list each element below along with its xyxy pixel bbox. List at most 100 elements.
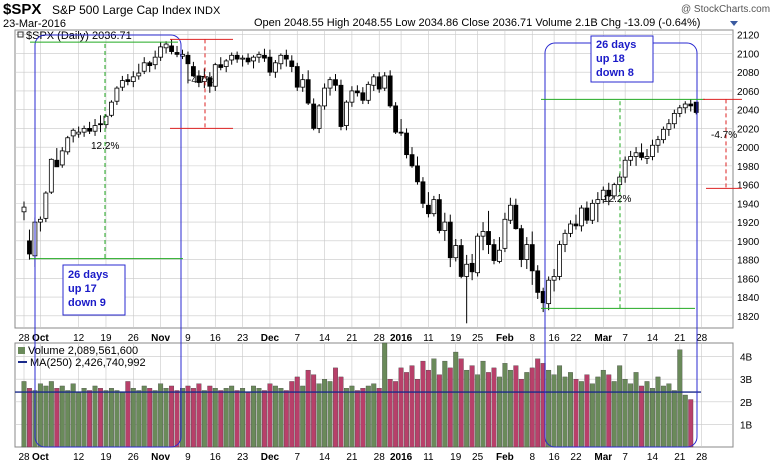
x-tick-label: 11 <box>423 333 434 344</box>
volume-bar-down <box>458 358 464 448</box>
price-tick-label: 2080 <box>737 68 760 79</box>
volume-bar-down <box>393 381 399 448</box>
candle-down <box>185 54 191 65</box>
right-info-box <box>590 35 654 83</box>
volume-bar-up <box>562 376 568 448</box>
price-tick-label: 1820 <box>737 312 760 323</box>
candle-down <box>311 103 317 129</box>
right-drop-label: -4.7% <box>711 130 737 141</box>
volume-bar-up <box>666 383 672 448</box>
volume-bar-down <box>529 367 535 448</box>
security-name: S&P 500 Large Cap Index <box>52 3 191 17</box>
volume-bar-up <box>103 390 109 448</box>
candle-down <box>87 127 92 132</box>
candle-up <box>622 159 628 178</box>
volume-bar-down <box>398 367 404 448</box>
price-tick-label: 2000 <box>737 143 760 154</box>
volume-bar-down <box>185 385 191 448</box>
volume-tick-label: 4B <box>740 353 753 364</box>
x-tick-label: 22 <box>570 333 582 344</box>
right-gain-label: 12.2% <box>603 194 631 205</box>
volume-bar-up <box>316 383 322 448</box>
volume-bar-up <box>660 385 666 448</box>
volume-bar-down <box>294 376 300 448</box>
volume-bar-up <box>611 381 617 448</box>
volume-bar-down <box>207 385 213 448</box>
x-tick-label-volume: 8 <box>529 452 535 463</box>
candle-down <box>584 207 590 221</box>
volume-bar-down <box>535 358 541 448</box>
price-tick-label: 2040 <box>737 106 760 117</box>
x-tick-label-volume: 23 <box>237 452 249 463</box>
quote-line: Open 2048.55 High 2048.55 Low 2034.86 Cl… <box>254 17 700 29</box>
candle-up <box>382 75 388 89</box>
price-tick-label: 1880 <box>737 256 760 267</box>
candle-up <box>212 64 218 87</box>
x-tick-label-volume: 12 <box>73 452 85 463</box>
volume-bar-down <box>376 388 382 448</box>
volume-bar-up <box>201 390 207 448</box>
left-drop-label: -4.7% <box>188 75 214 86</box>
volume-bar-up <box>628 383 634 448</box>
volume-bar-down <box>289 381 295 448</box>
x-tick-label: 28 <box>18 333 30 344</box>
volume-bar-up <box>617 365 623 448</box>
x-tick-label-volume: 22 <box>570 452 582 463</box>
volume-bar-down <box>218 390 224 448</box>
volume-bar-down <box>27 388 32 448</box>
candle-up <box>589 202 595 221</box>
left-gain-label: 12.2% <box>91 141 119 152</box>
price-tick-label: 1940 <box>737 199 760 210</box>
candle-up <box>81 127 87 133</box>
candle-up <box>497 249 502 262</box>
x-tick-label: 26 <box>128 333 140 344</box>
x-tick-label-volume: Feb <box>496 452 514 463</box>
candles <box>21 39 699 324</box>
candle-down <box>491 244 497 261</box>
volume-axis: 1B 2B 3B 4B <box>740 353 753 432</box>
volume-bar-down <box>190 388 196 448</box>
candle-up <box>119 80 125 88</box>
candle-up <box>136 72 142 77</box>
x-tick-label: 14 <box>647 333 659 344</box>
volume-bar-up <box>119 392 125 448</box>
x-tick-label: 28 <box>696 333 708 344</box>
candle-up <box>322 87 327 107</box>
volume-bar-up <box>600 369 606 448</box>
volume-bar-up <box>524 372 530 448</box>
volume-tick-label: 1B <box>740 420 753 431</box>
x-tick-label: 12 <box>73 333 85 344</box>
volume-bar-down <box>333 367 338 448</box>
volume-bar-down <box>404 372 409 448</box>
candle-up <box>371 76 377 86</box>
volume-bar-down <box>518 379 524 448</box>
candle-up <box>644 156 650 159</box>
candle-up <box>475 235 480 274</box>
candle-up <box>611 184 617 197</box>
candle-up <box>502 218 508 249</box>
x-tick-label: 9 <box>185 333 191 344</box>
x-tick-label-volume: 21 <box>674 452 686 463</box>
dropdown-icon[interactable] <box>730 21 738 26</box>
price-tick-label: 1980 <box>737 162 760 173</box>
price-tick-label: 2020 <box>737 124 760 135</box>
x-tick-label: 21 <box>346 333 358 344</box>
candle-up <box>152 56 158 66</box>
volume-bar-up <box>589 383 595 448</box>
x-tick-label-volume: 28 <box>374 452 386 463</box>
candle-up <box>180 53 185 57</box>
candle-down <box>404 132 409 156</box>
volume-bar-up <box>240 388 246 448</box>
left-box-line3: down 9 <box>68 297 106 309</box>
volume-bar-up <box>21 381 27 448</box>
volume-bar-down <box>54 388 60 448</box>
x-tick-label-volume: 26 <box>128 452 140 463</box>
candle-up <box>507 204 513 221</box>
volume-bar-down <box>387 379 393 448</box>
volume-bar-up <box>644 381 650 448</box>
candle-down <box>518 228 524 260</box>
volume-bar-down <box>436 374 442 448</box>
volume-bar-down <box>169 385 175 448</box>
volume-bar-down <box>415 379 420 448</box>
volume-bar-up <box>442 360 448 448</box>
